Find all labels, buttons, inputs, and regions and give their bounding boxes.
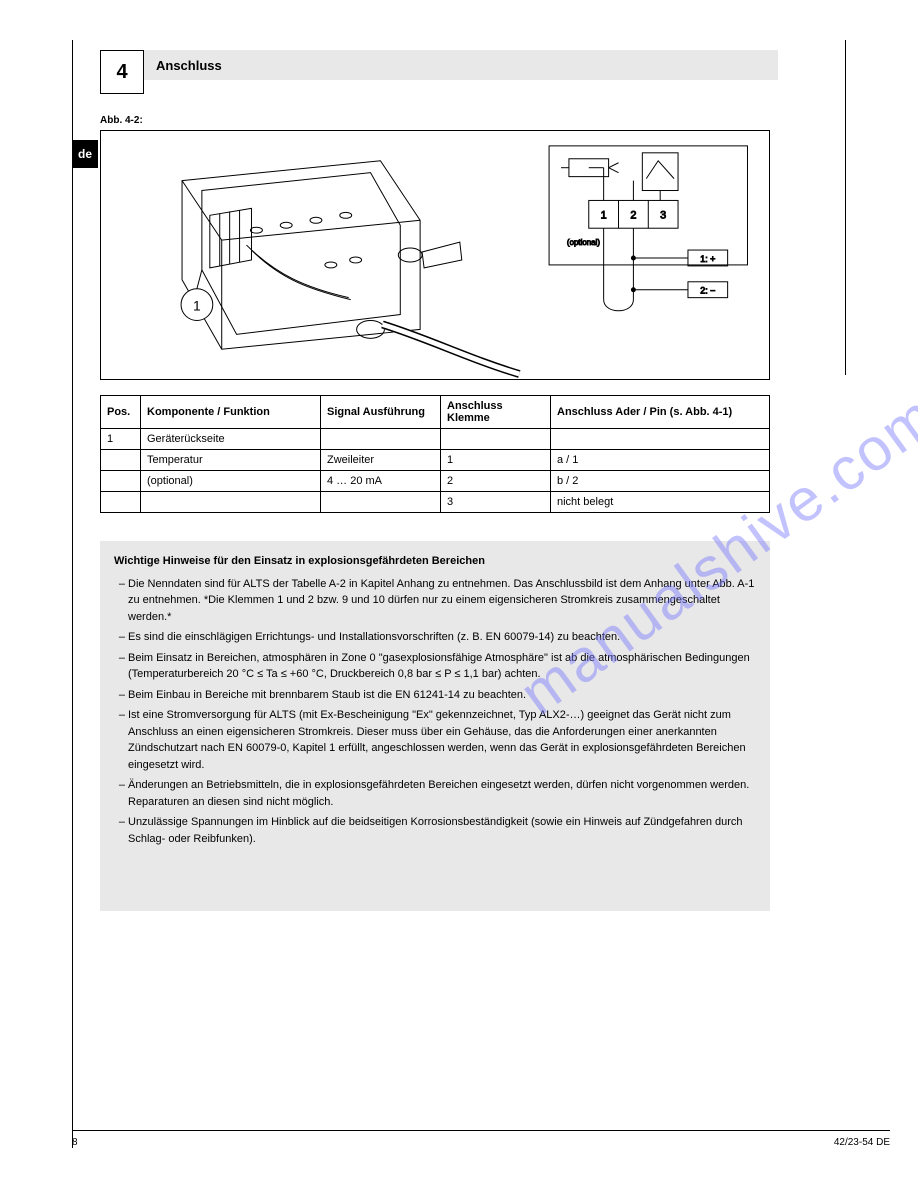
notes-item: Unzulässige Spannungen im Hinblick auf d… [128, 814, 756, 847]
table-row: 3 nicht belegt [101, 492, 770, 513]
connection-table: Pos. Komponente / Funktion Signal Ausfüh… [100, 395, 770, 513]
svg-text:1: +: 1: + [700, 254, 715, 264]
cell: (optional) [141, 471, 321, 492]
cell: Geräterückseite [141, 429, 321, 450]
notes-item: Es sind die einschlägigen Errichtungs- u… [128, 629, 756, 646]
cell [441, 429, 551, 450]
cell [321, 429, 441, 450]
cell: b / 2 [551, 471, 770, 492]
svg-text:2: 2 [630, 209, 636, 221]
col-comp: Komponente / Funktion [141, 396, 321, 429]
svg-text:2: −: 2: − [700, 286, 715, 296]
col-signal: Signal Ausführung [321, 396, 441, 429]
cell [101, 450, 141, 471]
chapter-number-box: 4 [100, 50, 144, 94]
cell: 1 [441, 450, 551, 471]
enclosure-iso [182, 161, 519, 374]
chapter-number: 4 [116, 61, 127, 84]
manual-page: 4 Anschluss de Abb. 4-2: [0, 0, 918, 1188]
notes-title: Wichtige Hinweise für den Einsatz in exp… [114, 553, 756, 570]
notes-item: Die Nenndaten sind für ALTS der Tabelle … [128, 576, 756, 626]
notes-item: Beim Einsatz in Bereichen, atmosphären i… [128, 650, 756, 683]
col-term: Anschluss Klemme [441, 396, 551, 429]
cell: a / 1 [551, 450, 770, 471]
notes-item: Beim Einbau in Bereiche mit brennbarem S… [128, 687, 756, 704]
callout-1: 1 [181, 270, 213, 321]
language-marker: de [72, 140, 98, 168]
col-pos: Pos. [101, 396, 141, 429]
doc-ref: 42/23-54 DE [834, 1137, 890, 1148]
right-rule [845, 40, 846, 375]
cell: Temperatur [141, 450, 321, 471]
cell: 4 … 20 mA [321, 471, 441, 492]
table-row: 1 Geräterückseite [101, 429, 770, 450]
col-wire: Anschluss Ader / Pin (s. Abb. 4-1) [551, 396, 770, 429]
cell: Zweileiter [321, 450, 441, 471]
svg-text:1: 1 [601, 209, 607, 221]
chapter-title: Anschluss [156, 58, 222, 73]
table-row: Temperatur Zweileiter 1 a / 1 [101, 450, 770, 471]
svg-text:3: 3 [660, 209, 666, 221]
cell: 2 [441, 471, 551, 492]
notes-item: Ist eine Stromversorgung für ALTS (mit E… [128, 707, 756, 773]
safety-notes-box: Wichtige Hinweise für den Einsatz in exp… [100, 541, 770, 911]
svg-text:(optional): (optional) [567, 238, 600, 247]
table-row: (optional) 4 … 20 mA 2 b / 2 [101, 471, 770, 492]
diagram-svg: 1 1 2 3 [101, 131, 769, 379]
wiring-diagram-figure: 1 1 2 3 [100, 130, 770, 380]
cell [101, 492, 141, 513]
cell: 3 [441, 492, 551, 513]
cell: nicht belegt [551, 492, 770, 513]
page-number: 8 [72, 1137, 78, 1148]
callout-label: 1 [193, 298, 201, 314]
page-footer: 8 42/23-54 DE [72, 1130, 890, 1148]
table-header-row: Pos. Komponente / Funktion Signal Ausfüh… [101, 396, 770, 429]
page-header: 4 Anschluss [100, 50, 838, 100]
cell [321, 492, 441, 513]
notes-item: Änderungen an Betriebsmitteln, die in ex… [128, 777, 756, 810]
cell [551, 429, 770, 450]
left-rule [72, 40, 73, 1148]
schematic: 1 2 3 1: + 2: − (optional) [549, 146, 747, 311]
figure-label: Abb. 4-2: [100, 115, 143, 126]
cell: 1 [101, 429, 141, 450]
cell [141, 492, 321, 513]
notes-list: Die Nenndaten sind für ALTS der Tabelle … [114, 576, 756, 848]
chapter-title-banner: Anschluss [140, 50, 778, 80]
cell [101, 471, 141, 492]
language-code: de [78, 147, 92, 161]
